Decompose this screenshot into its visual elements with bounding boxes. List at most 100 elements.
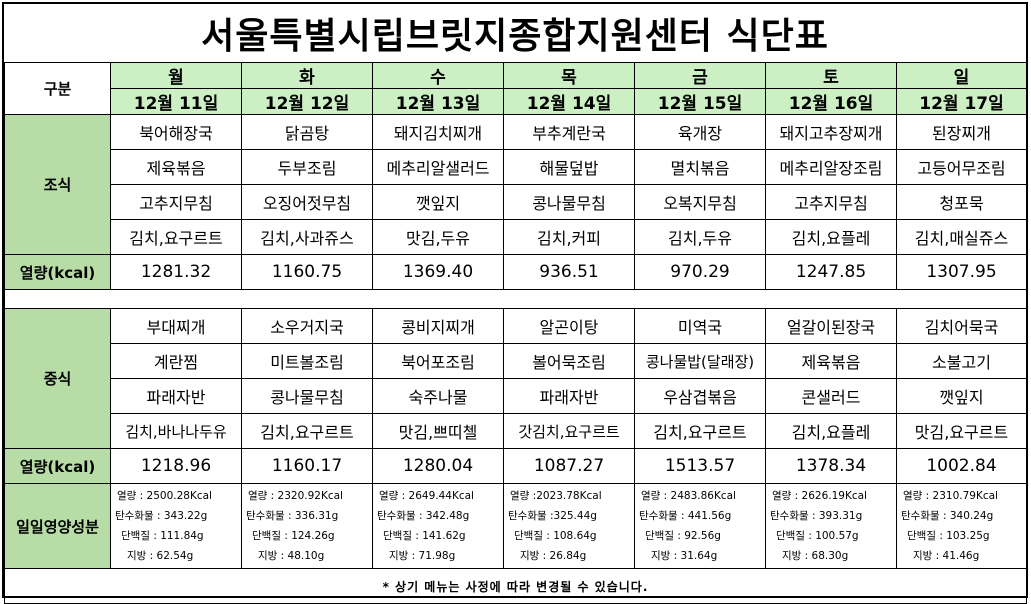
nutrition-fat: 지방 : 31.64g [651, 550, 718, 562]
date-fri: 12월 15일 [634, 88, 766, 115]
nutrition-carb: 탄수화물 : 393.31g [770, 510, 863, 522]
menu-item: 파래자반 [503, 378, 635, 414]
date-sun: 12월 17일 [896, 88, 1027, 115]
menu-item: 부대찌개 [110, 308, 242, 344]
menu-item: 깻잎지 [372, 184, 504, 220]
nutrition-cell: 열량 : 2483.86Kcal 탄수화물 : 441.56g 단백질 : 92… [634, 483, 766, 569]
menu-item: 김치,요플레 [765, 413, 897, 449]
menu-item: 김치,바나나두유 [110, 413, 242, 449]
kcal-value: 1369.40 [372, 254, 504, 290]
nutrition-protein: 단백질 : 141.62g [383, 530, 466, 542]
date-wed: 12월 13일 [372, 88, 504, 115]
nutrition-protein: 단백질 : 100.57g [776, 530, 859, 542]
nutrition-cell: 열량 : 2310.79Kcal 탄수화물 : 340.24g 단백질 : 10… [896, 483, 1027, 569]
date-thu: 12월 14일 [503, 88, 635, 115]
menu-item: 미역국 [634, 308, 766, 344]
nutrition-carb: 탄수화물 : 340.24g [901, 510, 994, 522]
breakfast-label: 조식 [4, 114, 111, 255]
nutrition-kcal: 열량 : 2310.79Kcal [903, 490, 998, 502]
menu-table: 구분 월 화 수 목 금 토 일 12월 11일 12월 12일 12월 13일… [4, 62, 1027, 604]
nutrition-protein: 단백질 : 108.64g [514, 530, 597, 542]
lunch-kcal-row: 열량(kcal) 1218.96 1160.17 1280.04 1087.27… [4, 448, 1027, 484]
nutrition-fat: 지방 : 48.10g [258, 550, 325, 562]
menu-item: 된장찌개 [896, 114, 1027, 150]
kcal-value: 1160.75 [241, 254, 373, 290]
menu-item: 김치,요구르트 [241, 413, 373, 449]
nutrition-carb: 탄수화물 : 342.48g [377, 510, 470, 522]
nutrition-carb: 탄수화물 : 336.31g [246, 510, 339, 522]
breakfast-kcal-row: 열량(kcal) 1281.32 1160.75 1369.40 936.51 … [4, 254, 1027, 290]
day-wed: 수 [372, 62, 504, 89]
nutrition-protein: 단백질 : 111.84g [121, 530, 204, 542]
kcal-value: 1307.95 [896, 254, 1027, 290]
menu-item: 고추지무침 [110, 184, 242, 220]
breakfast-kcal-label: 열량(kcal) [4, 254, 111, 290]
lunch-row: 계란찜 미트볼조림 북어포조림 볼어묵조림 콩나물밥(달래장) 제육볶음 소불고… [5, 343, 1027, 379]
nutrition-kcal: 열량 : 2483.86Kcal [641, 490, 736, 502]
header-date-row: 12월 11일 12월 12일 12월 13일 12월 14일 12월 15일 … [5, 88, 1027, 115]
menu-item: 제육볶음 [765, 343, 897, 379]
menu-item: 소우거지국 [241, 308, 373, 344]
day-mon: 월 [110, 62, 242, 89]
nutrition-kcal: 열량 : 2649.44Kcal [379, 490, 474, 502]
menu-item: 콩비지찌개 [372, 308, 504, 344]
menu-item: 청포묵 [896, 184, 1027, 220]
menu-item: 김치,사과쥬스 [241, 219, 373, 255]
menu-item: 깻잎지 [896, 378, 1027, 414]
kcal-value: 1378.34 [765, 448, 897, 484]
nutrition-kcal: 열량 : 2320.92Kcal [248, 490, 343, 502]
nutrition-fat: 지방 : 71.98g [389, 550, 456, 562]
lunch-row: 김치,바나나두유 김치,요구르트 맛김,쁘띠첼 갓김치,요구르트 김치,요구르트… [5, 413, 1027, 449]
menu-item: 콘샐러드 [765, 378, 897, 414]
menu-item: 고추지무침 [765, 184, 897, 220]
menu-item: 볼어묵조림 [503, 343, 635, 379]
footnote: * 상기 메뉴는 사정에 따라 변경될 수 있습니다. [4, 568, 1027, 604]
kcal-value: 1513.57 [634, 448, 766, 484]
breakfast-row: 제육볶음 두부조림 메추리알샐러드 해물덮밥 멸치볶음 메추리알장조림 고등어무… [5, 149, 1027, 185]
kcal-value: 1280.04 [372, 448, 504, 484]
date-sat: 12월 16일 [765, 88, 897, 115]
menu-item: 돼지고추장찌개 [765, 114, 897, 150]
kcal-value: 1281.32 [110, 254, 242, 290]
nutrition-carb: 탄수화물 : 343.22g [115, 510, 208, 522]
day-thu: 목 [503, 62, 635, 89]
lunch-label: 중식 [4, 308, 111, 449]
day-sat: 토 [765, 62, 897, 89]
kcal-value: 1218.96 [110, 448, 242, 484]
nutrition-kcal: 열량 : 2626.19Kcal [772, 490, 867, 502]
nutrition-kcal: 열량 :2023.78Kcal [510, 490, 602, 502]
menu-item: 육개장 [634, 114, 766, 150]
menu-item: 김치,요구르트 [634, 413, 766, 449]
menu-item: 계란찜 [110, 343, 242, 379]
menu-item: 김치,매실쥬스 [896, 219, 1027, 255]
nutrition-cell: 열량 : 2626.19Kcal 탄수화물 : 393.31g 단백질 : 10… [765, 483, 897, 569]
nutrition-fat: 지방 : 41.46g [913, 550, 980, 562]
menu-item: 김치,요플레 [765, 219, 897, 255]
menu-item: 김치,요구르트 [110, 219, 242, 255]
nutrition-fat: 지방 : 62.54g [127, 550, 194, 562]
menu-item: 북어포조림 [372, 343, 504, 379]
menu-item: 해물덮밥 [503, 149, 635, 185]
menu-item: 김치,두유 [634, 219, 766, 255]
kcal-value: 1002.84 [896, 448, 1027, 484]
menu-item: 맛김,쁘띠첼 [372, 413, 504, 449]
nutrition-carb: 탄수화물 : 441.56g [639, 510, 732, 522]
menu-item: 파래자반 [110, 378, 242, 414]
breakfast-row: 김치,요구르트 김치,사과쥬스 맛김,두유 김치,커피 김치,두유 김치,요플레… [5, 219, 1027, 255]
menu-item: 메추리알장조림 [765, 149, 897, 185]
date-mon: 12월 11일 [110, 88, 242, 115]
nutrition-protein: 단백질 : 103.25g [907, 530, 990, 542]
menu-item: 미트볼조림 [241, 343, 373, 379]
menu-item: 콩나물무침 [241, 378, 373, 414]
nutrition-fat: 지방 : 26.84g [520, 550, 587, 562]
lunch-row: 중식 부대찌개 소우거지국 콩비지찌개 알곤이탕 미역국 얼갈이된장국 김치어묵… [4, 308, 1027, 449]
note-row: * 상기 메뉴는 사정에 따라 변경될 수 있습니다. [4, 568, 1027, 604]
nutrition-label: 일일영양성분 [4, 483, 111, 569]
menu-item: 맛김,요구르트 [896, 413, 1027, 449]
nutrition-carb: 탄수화물 :325.44g [508, 510, 597, 522]
kcal-value: 1247.85 [765, 254, 897, 290]
date-tue: 12월 12일 [241, 88, 373, 115]
day-tue: 화 [241, 62, 373, 89]
nutrition-protein: 단백질 : 124.26g [252, 530, 335, 542]
